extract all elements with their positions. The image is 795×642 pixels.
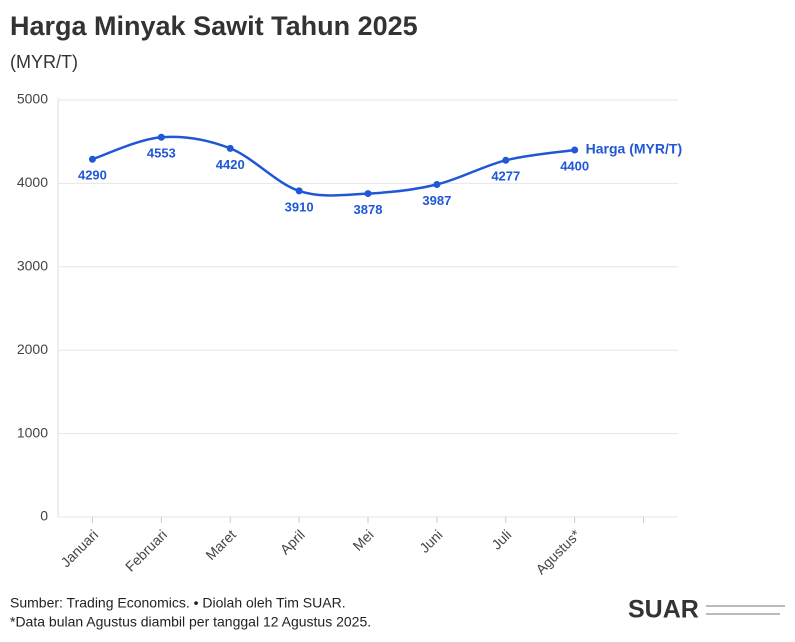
logo: SUAR bbox=[628, 596, 699, 624]
x-tick-label: Maret bbox=[202, 526, 239, 563]
point bbox=[157, 133, 165, 141]
point bbox=[88, 155, 96, 163]
data-label: 4290 bbox=[78, 168, 107, 183]
series-label: Harga (MYR/T) bbox=[586, 141, 682, 157]
y-tick-label: 3000 bbox=[17, 258, 48, 274]
y-tick-label: 4000 bbox=[17, 174, 48, 190]
y-tick-label: 0 bbox=[40, 508, 48, 524]
data-label: 4420 bbox=[216, 157, 245, 172]
line bbox=[92, 135, 575, 197]
data-label: 3878 bbox=[354, 202, 383, 217]
data-label: 3910 bbox=[285, 199, 314, 214]
point bbox=[571, 146, 579, 154]
x-tick-label: Januari bbox=[57, 526, 101, 570]
point bbox=[226, 144, 234, 152]
y-tick-label: 5000 bbox=[17, 91, 48, 107]
y-tick-label: 1000 bbox=[17, 424, 48, 440]
x-tick-label: Mei bbox=[349, 526, 376, 553]
point bbox=[433, 180, 441, 188]
x-tick-label: Juli bbox=[488, 526, 514, 552]
x-tick-label: Agustus* bbox=[532, 526, 583, 577]
logo-tagline bbox=[706, 605, 785, 615]
data-label: 4553 bbox=[147, 146, 176, 161]
data-label: 4400 bbox=[560, 158, 589, 173]
data-label: 3987 bbox=[422, 193, 451, 208]
source-note: Sumber: Trading Economics. • Diolah oleh… bbox=[10, 595, 346, 611]
footnote: *Data bulan Agustus diambil per tanggal … bbox=[10, 614, 371, 630]
x-tick-label: Februari bbox=[122, 526, 170, 574]
point bbox=[502, 156, 510, 164]
point bbox=[364, 190, 372, 198]
data-label: 4277 bbox=[491, 169, 520, 184]
chart-title: Harga Minyak Sawit Tahun 2025 bbox=[10, 11, 418, 41]
x-tick-label: Juni bbox=[416, 526, 445, 555]
point bbox=[295, 187, 303, 195]
chart-subtitle: (MYR/T) bbox=[10, 52, 78, 72]
y-tick-label: 2000 bbox=[17, 341, 48, 357]
x-tick-label: April bbox=[277, 526, 308, 557]
